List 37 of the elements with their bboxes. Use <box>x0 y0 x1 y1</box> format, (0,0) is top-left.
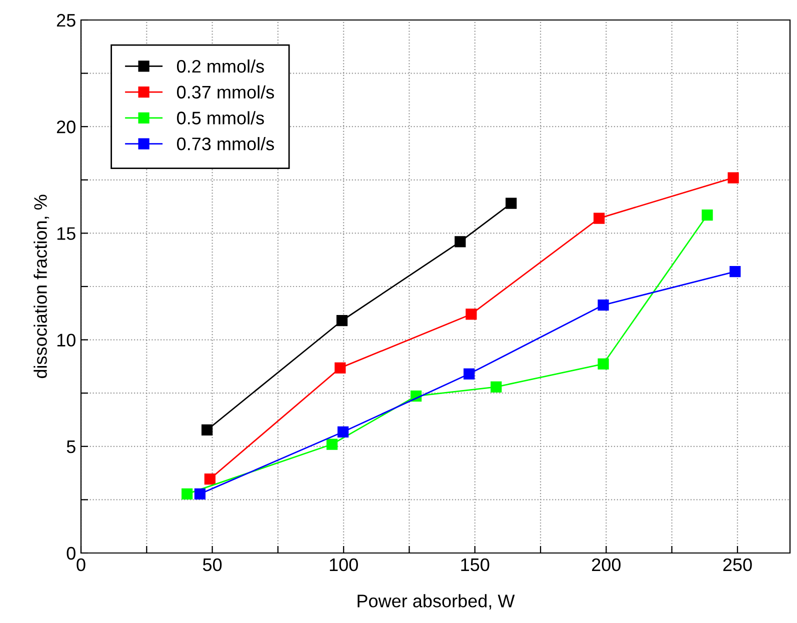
point <box>338 426 349 438</box>
y-axis-title: dissociation fraction, % <box>34 194 50 378</box>
x-tick-label: 100 <box>330 558 358 572</box>
legend-label: 0.37 mmol/s <box>177 85 274 99</box>
point <box>728 172 739 184</box>
x-tick-label: 0 <box>76 558 86 572</box>
legend-label: 0.2 mmol/s <box>177 59 264 73</box>
point <box>598 358 609 370</box>
point <box>336 315 348 326</box>
point <box>454 236 466 248</box>
point <box>598 299 609 311</box>
point <box>464 368 475 380</box>
x-tick-label: 150 <box>461 558 490 572</box>
y-tick-label: 10 <box>57 334 76 347</box>
point <box>201 424 213 436</box>
point <box>730 266 741 278</box>
y-tick-label: 0 <box>66 546 76 560</box>
x-axis-title: Power absorbed, W <box>358 594 515 610</box>
point <box>594 212 605 224</box>
point <box>506 198 517 209</box>
legend-label: 0.73 mmol/s <box>177 137 274 150</box>
point <box>326 438 338 450</box>
point <box>334 362 346 374</box>
x-tick-label: 250 <box>723 558 752 572</box>
y-tick-label: 25 <box>56 14 76 27</box>
point <box>182 488 193 500</box>
x-tick-label: 50 <box>202 558 222 572</box>
point <box>702 210 713 221</box>
y-tick-label: 20 <box>56 120 76 134</box>
y-tick-label: 15 <box>57 227 76 240</box>
x-tick-label: 200 <box>592 558 621 572</box>
point <box>204 473 216 485</box>
point <box>194 488 206 500</box>
point <box>490 381 502 392</box>
y-tick-label: 5 <box>66 440 76 454</box>
legend-label: 0.5 mmol/s <box>177 111 264 124</box>
point <box>466 308 477 320</box>
